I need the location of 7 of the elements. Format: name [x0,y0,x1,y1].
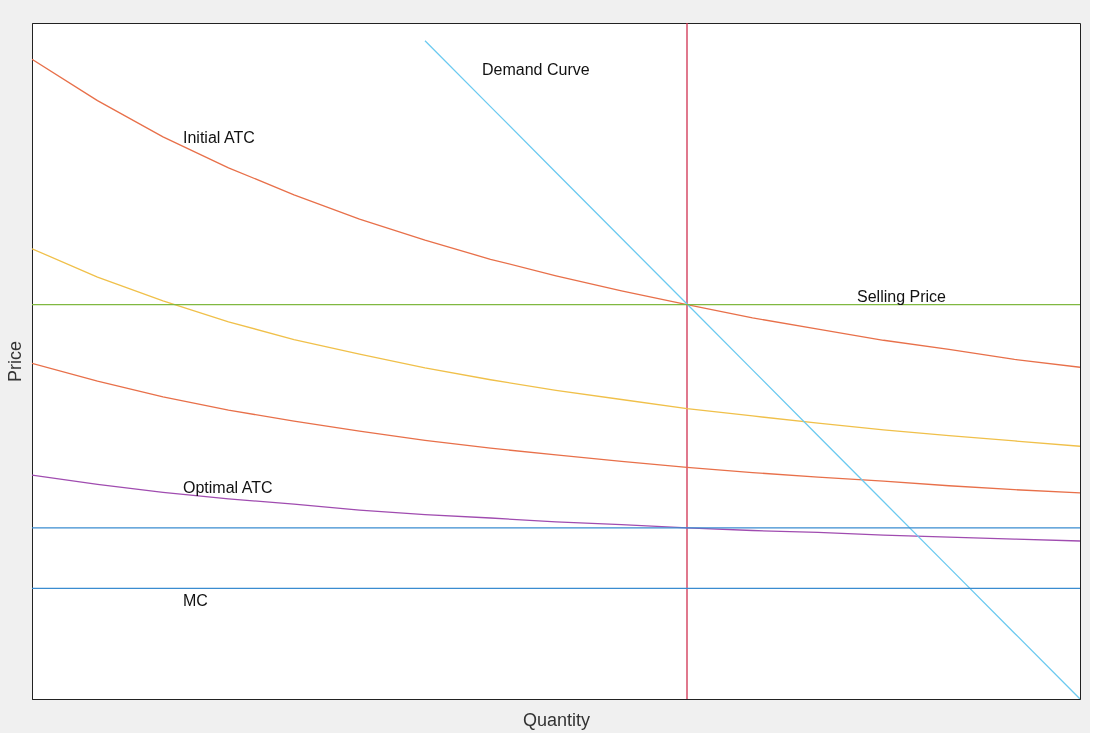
series-label: Optimal ATC [183,479,273,496]
series-label: Initial ATC [183,129,255,146]
ref-line-label: MC [183,592,208,609]
y-axis-title: Price [4,340,25,383]
series-label: Demand Curve [482,61,590,78]
ref-line-label: Selling Price [857,288,947,305]
x-axis-title: Quantity [522,709,591,730]
